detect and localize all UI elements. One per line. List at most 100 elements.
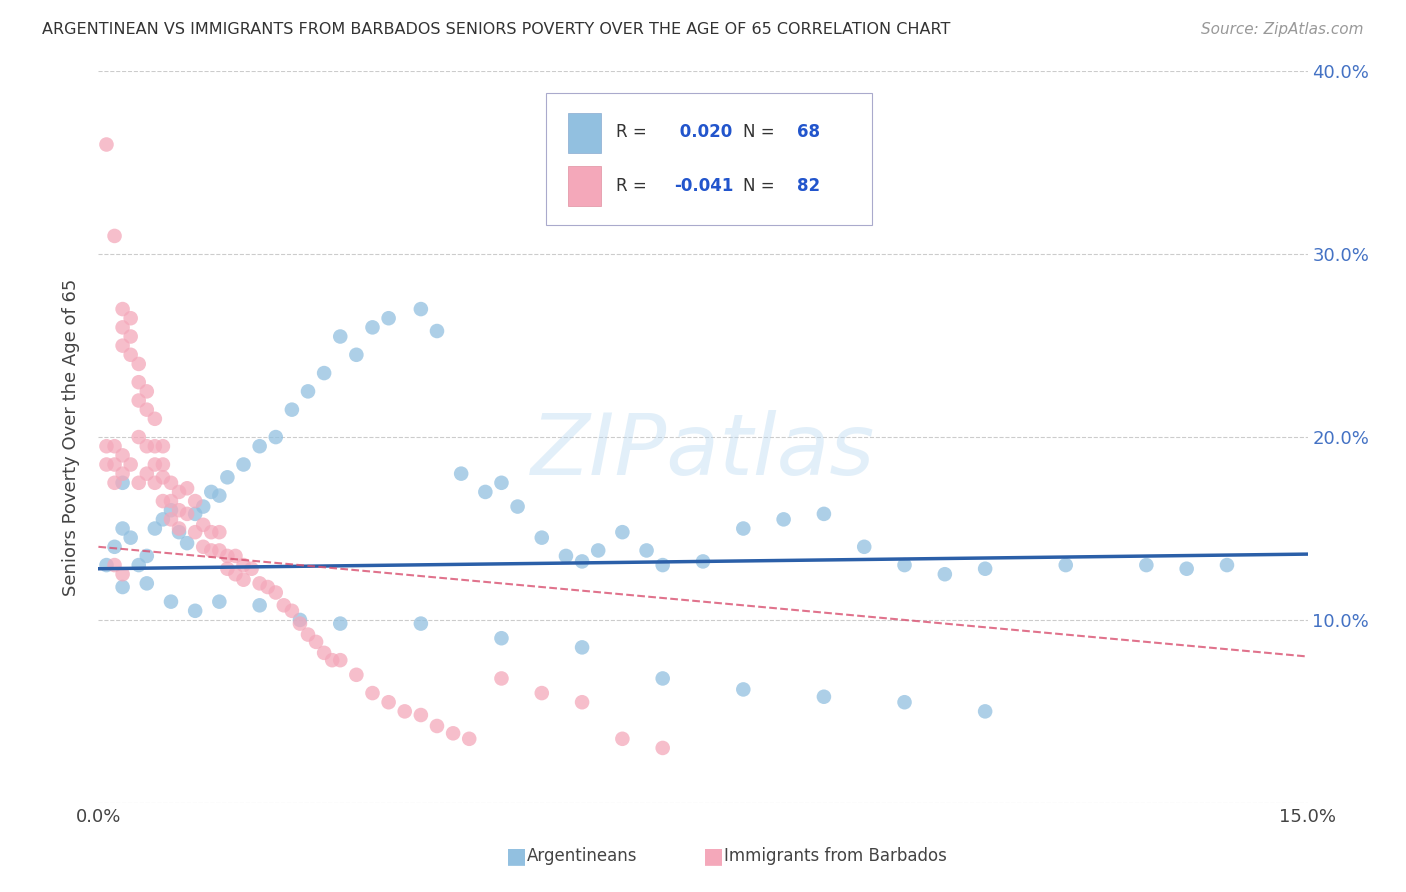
Point — [135, 402, 157, 417]
Point — [143, 475, 166, 490]
Bar — [568, 113, 602, 153]
Point — [120, 311, 142, 326]
Point — [128, 558, 150, 573]
Point — [329, 653, 352, 667]
Point — [249, 599, 271, 613]
Point — [96, 439, 118, 453]
Text: 68: 68 — [797, 123, 820, 141]
Point — [176, 507, 198, 521]
Point — [217, 470, 239, 484]
Point — [143, 458, 166, 472]
Point — [853, 540, 876, 554]
Text: 82: 82 — [797, 177, 821, 195]
Point — [208, 525, 231, 540]
Point — [96, 137, 118, 152]
Point — [111, 475, 134, 490]
Point — [733, 682, 755, 697]
Point — [409, 708, 432, 723]
Point — [297, 627, 319, 641]
Point — [160, 503, 183, 517]
Text: Argentineans: Argentineans — [527, 847, 638, 865]
Point — [103, 458, 125, 472]
Point — [893, 558, 915, 573]
Point — [361, 320, 384, 334]
Point — [111, 580, 134, 594]
Point — [184, 525, 207, 540]
Point — [193, 517, 215, 532]
Point — [208, 543, 231, 558]
Text: N =: N = — [742, 123, 775, 141]
Point — [571, 640, 593, 655]
Point — [491, 672, 513, 686]
Point — [200, 525, 222, 540]
Point — [143, 412, 166, 426]
Point — [329, 616, 352, 631]
Point — [135, 467, 157, 481]
Point — [120, 348, 142, 362]
Point — [555, 549, 578, 563]
Point — [111, 301, 134, 317]
Point — [160, 512, 183, 526]
Point — [193, 540, 215, 554]
Point — [813, 690, 835, 704]
Point — [651, 740, 673, 755]
Point — [441, 726, 464, 740]
Point — [612, 525, 634, 540]
Point — [232, 573, 254, 587]
Point — [361, 686, 384, 700]
Text: Immigrants from Barbados: Immigrants from Barbados — [724, 847, 948, 865]
Point — [96, 458, 118, 472]
Point — [297, 384, 319, 399]
Point — [111, 320, 134, 334]
Point — [167, 521, 190, 535]
Point — [152, 439, 174, 453]
Point — [281, 604, 304, 618]
Point — [394, 705, 416, 719]
Point — [651, 558, 673, 573]
Point — [200, 543, 222, 558]
Point — [314, 366, 336, 380]
Point — [281, 402, 304, 417]
Point — [120, 458, 142, 472]
Point — [612, 731, 634, 746]
Point — [167, 503, 190, 517]
Point — [103, 475, 125, 490]
Point — [160, 594, 183, 608]
FancyBboxPatch shape — [546, 94, 872, 225]
Point — [152, 512, 174, 526]
Point — [506, 500, 529, 514]
Point — [377, 311, 399, 326]
Point — [288, 613, 311, 627]
Point — [491, 632, 513, 646]
Point — [813, 507, 835, 521]
Point — [208, 489, 231, 503]
Point — [200, 485, 222, 500]
Point — [128, 357, 150, 371]
Point — [249, 439, 271, 453]
Point — [893, 695, 915, 709]
Point — [1216, 558, 1239, 573]
Point — [120, 531, 142, 545]
Point — [232, 558, 254, 573]
Point — [571, 554, 593, 568]
Point — [135, 549, 157, 563]
Point — [208, 594, 231, 608]
Text: 0.020: 0.020 — [673, 123, 733, 141]
Point — [474, 485, 496, 500]
Point — [193, 500, 215, 514]
Point — [152, 494, 174, 508]
Point — [176, 481, 198, 495]
Point — [167, 525, 190, 540]
Point — [135, 576, 157, 591]
Point — [103, 229, 125, 244]
Point — [636, 543, 658, 558]
Point — [1135, 558, 1157, 573]
Point — [128, 475, 150, 490]
Point — [344, 667, 367, 681]
Point — [314, 646, 336, 660]
Point — [217, 562, 239, 576]
Point — [160, 475, 183, 490]
Point — [377, 695, 399, 709]
Point — [409, 616, 432, 631]
Point — [111, 567, 134, 582]
